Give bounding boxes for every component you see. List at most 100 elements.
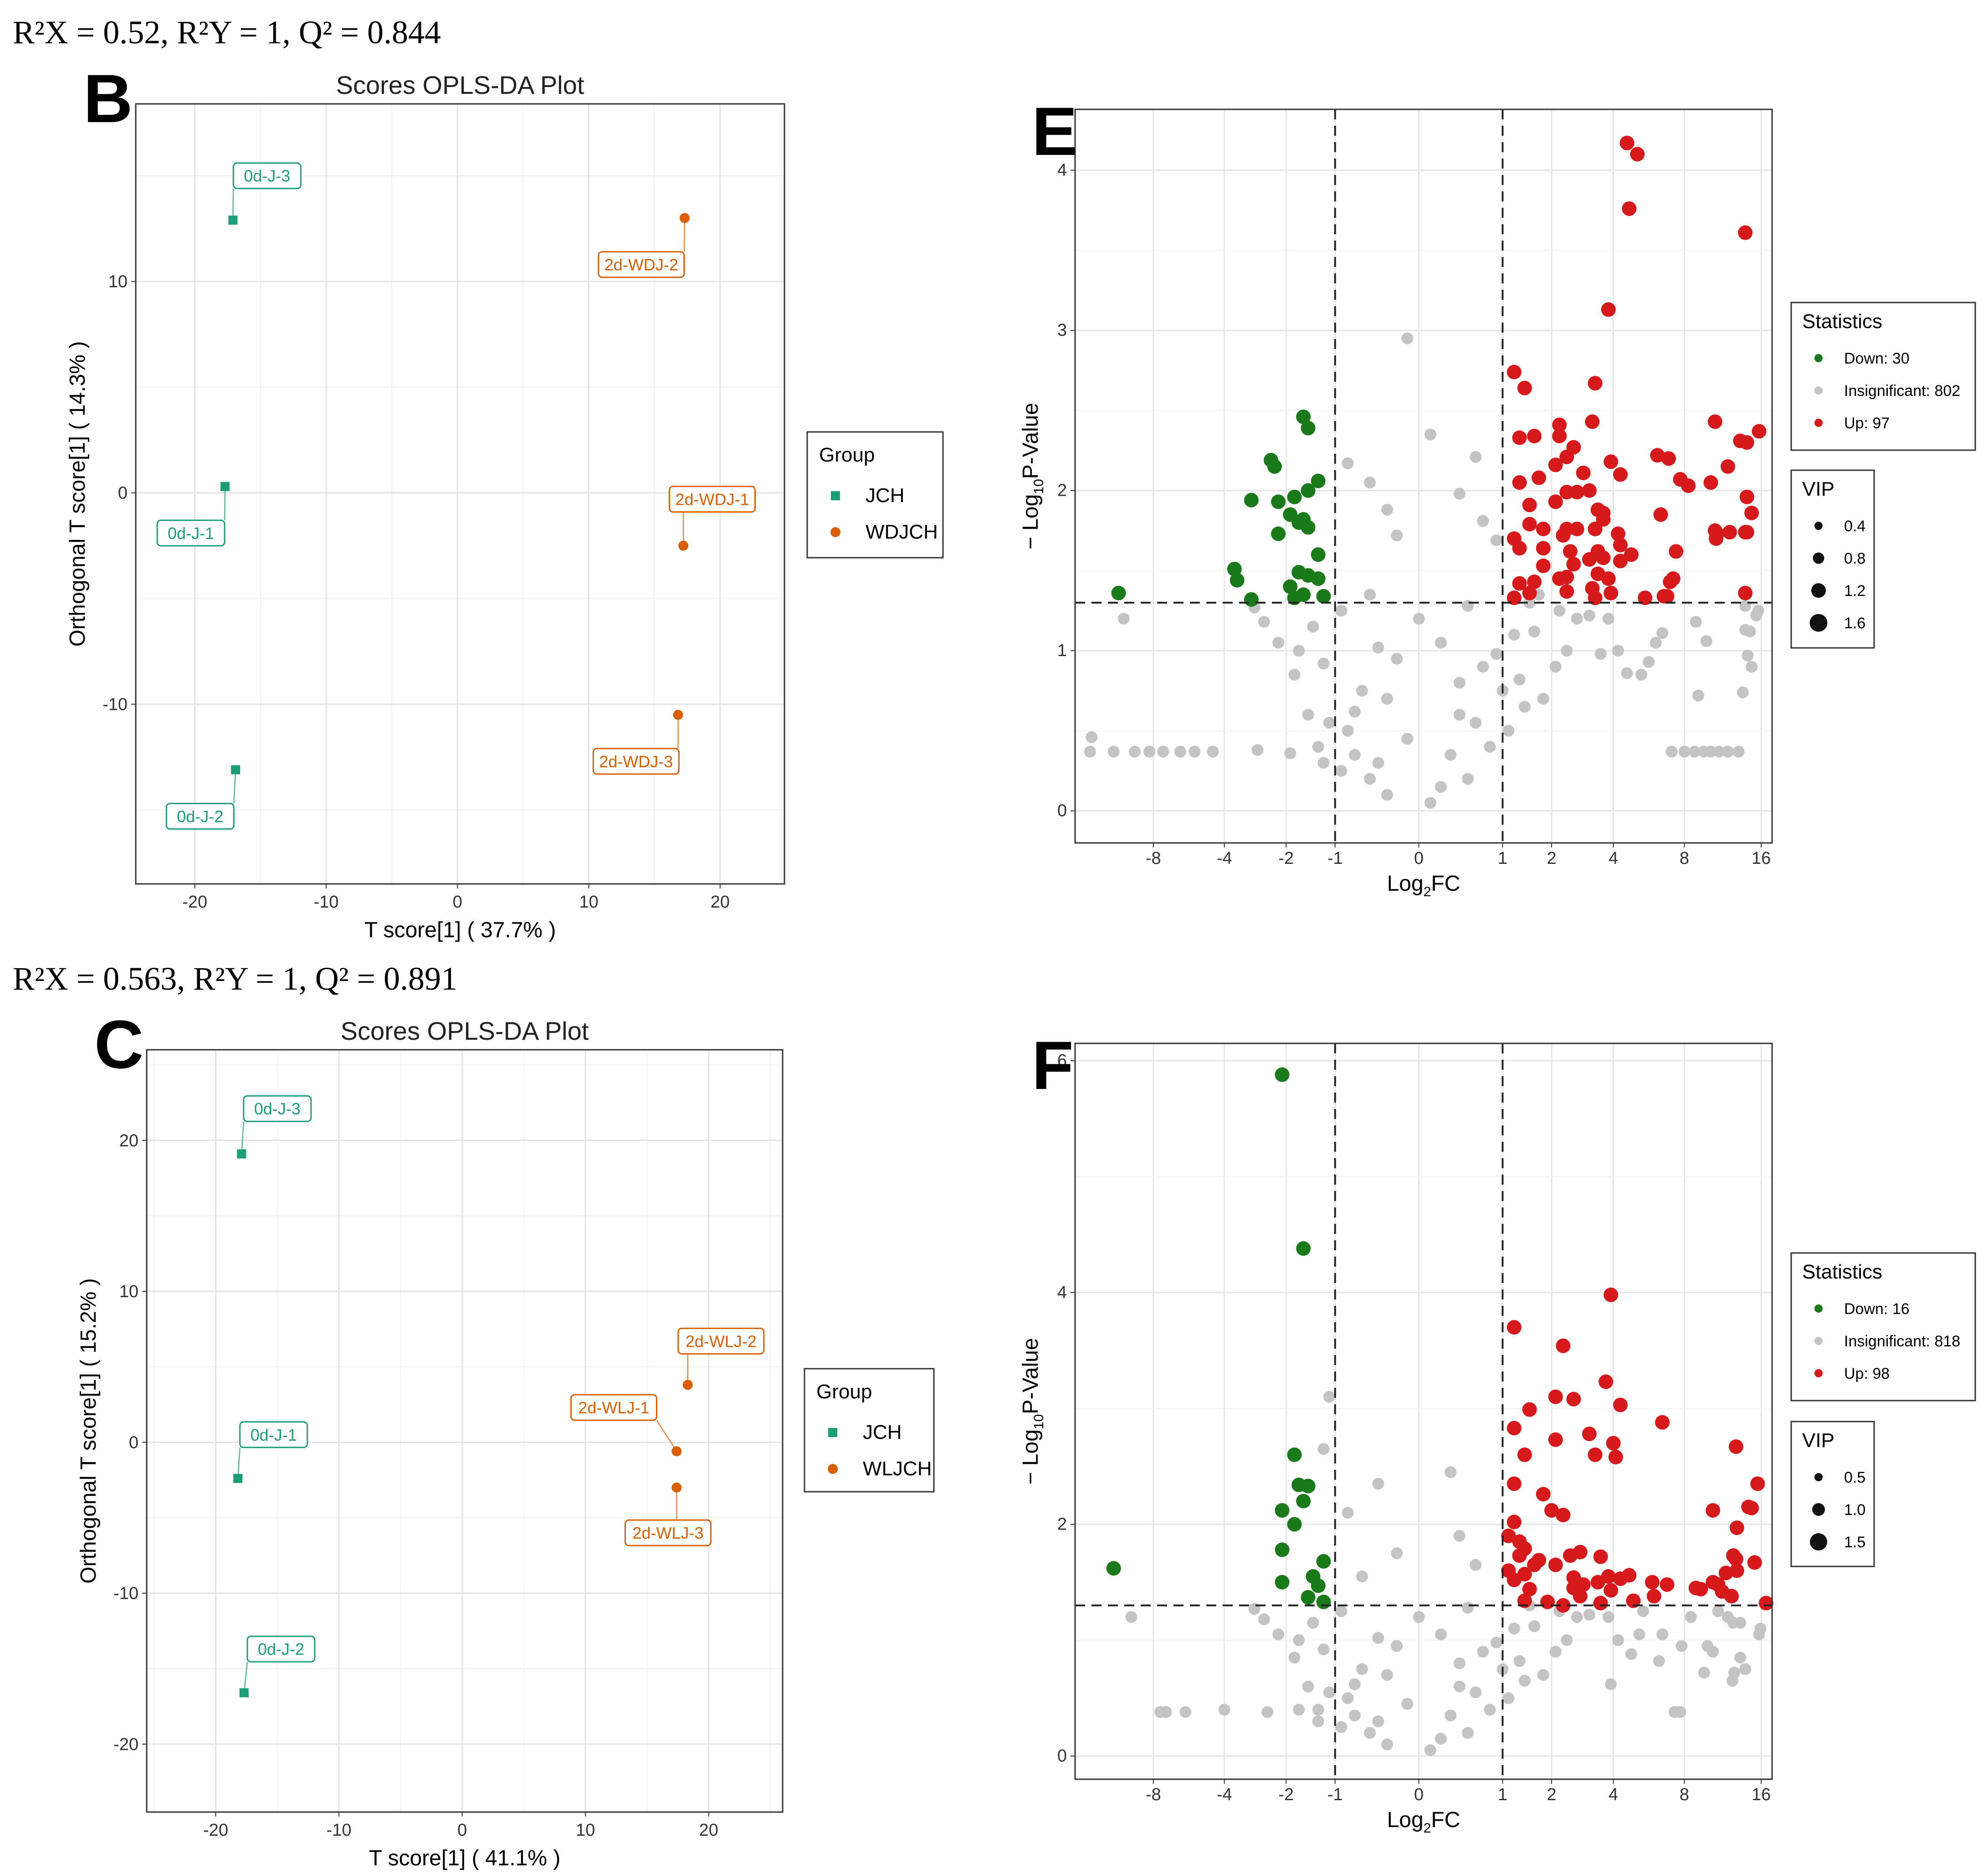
insignificant-point [1342, 457, 1354, 469]
insignificant-point [1470, 1559, 1482, 1571]
insignificant-point [1317, 657, 1330, 670]
legend-vip-key [1811, 583, 1826, 598]
up-regulated-point [1536, 522, 1551, 537]
up-regulated-point [1646, 1589, 1661, 1604]
up-regulated-point [1569, 485, 1584, 500]
up-regulated-point [1613, 467, 1628, 482]
legend-label: WDJCH [866, 521, 938, 543]
legend-statistics-box [1790, 1252, 1976, 1402]
insignificant-point [1348, 749, 1361, 761]
panel-label: C [94, 1006, 143, 1083]
up-regulated-point [1645, 1575, 1660, 1590]
x-tick-label: 20 [699, 1821, 718, 1840]
data-point-wdjch [673, 709, 683, 720]
point-label-box [165, 803, 235, 830]
insignificant-point [1739, 600, 1752, 612]
insignificant-point [1490, 648, 1502, 660]
legend-vip-key [1810, 1533, 1827, 1551]
insignificant-point [1189, 745, 1201, 758]
insignificant-point [1323, 1391, 1335, 1403]
point-label: 2d-WLJ-1 [578, 1398, 649, 1417]
insignificant-point [1284, 747, 1296, 760]
insignificant-point [1571, 1611, 1583, 1623]
y-tick-label: 20 [119, 1131, 138, 1150]
label-leader-line [233, 770, 236, 804]
y-axis-label: Orthogonal T score[1] ( 15.2% ) [77, 1278, 101, 1584]
down-regulated-point [1275, 1503, 1290, 1518]
insignificant-point [1207, 745, 1219, 758]
insignificant-point [1157, 745, 1169, 758]
up-regulated-point [1552, 429, 1567, 444]
x-tick-label: 10 [576, 1821, 595, 1840]
down-regulated-point [1316, 1554, 1331, 1569]
y-tick-label: 0 [129, 1433, 138, 1452]
down-regulated-point [1301, 483, 1316, 498]
insignificant-point [1218, 1704, 1230, 1716]
insignificant-point [1381, 1738, 1394, 1751]
insignificant-point [1381, 693, 1394, 705]
insignificant-point [1712, 1605, 1724, 1617]
up-regulated-point [1512, 1548, 1527, 1563]
up-regulated-point [1559, 449, 1574, 464]
legend-statistics-label: Down: 16 [1844, 1300, 1910, 1318]
data-point-wljch [682, 1380, 693, 1390]
up-regulated-point [1709, 531, 1724, 546]
model-stats-top: R²X = 0.52, R²Y = 1, Q² = 0.844 [13, 14, 441, 51]
legend-statistics-key [1814, 354, 1823, 362]
point-label: 2d-WLJ-3 [632, 1524, 703, 1542]
insignificant-point [1732, 745, 1745, 758]
up-regulated-point [1588, 522, 1603, 537]
x-tick-label: 2 [1547, 1785, 1556, 1804]
insignificant-point [1739, 1663, 1752, 1675]
point-label-box [570, 1394, 657, 1421]
up-regulated-point [1548, 1389, 1563, 1404]
legend-vip-label: 1.0 [1844, 1501, 1865, 1519]
data-point-jch [220, 482, 230, 491]
up-regulated-point [1569, 522, 1584, 537]
up-regulated-point [1613, 538, 1628, 553]
legend-label: JCH [866, 484, 905, 507]
insignificant-point [1302, 1680, 1314, 1693]
up-regulated-point [1582, 1427, 1597, 1442]
legend-statistics-key [1814, 1369, 1823, 1377]
insignificant-point [1490, 1636, 1502, 1648]
insignificant-point [1107, 745, 1120, 758]
insignificant-point [1508, 1622, 1520, 1635]
insignificant-point [1372, 1478, 1384, 1490]
legend-vip-box [1790, 469, 1875, 649]
down-regulated-point [1296, 1241, 1311, 1256]
insignificant-point [1502, 1692, 1515, 1704]
insignificant-point [1117, 612, 1130, 625]
up-regulated-point [1660, 589, 1675, 604]
insignificant-point [1445, 1710, 1457, 1722]
x-tick-label: 20 [711, 893, 730, 912]
x-axis-label: Log2FC [1387, 1808, 1460, 1836]
up-regulated-point [1512, 475, 1527, 490]
y-axis-label: Orthogonal T score[1] ( 14.3% ) [66, 341, 90, 647]
legend-key-jch [831, 491, 840, 500]
opls-da-plot-b: -20 -10 0 10 20 -10 0 10 Scores OPLS-DA Plot B T s… [66, 60, 944, 942]
insignificant-point [1705, 745, 1717, 758]
legend-statistics-key [1814, 419, 1823, 427]
up-regulated-point [1706, 1503, 1721, 1518]
up-regulated-point [1752, 424, 1767, 439]
up-regulated-point [1707, 414, 1722, 429]
x-tick-label: 16 [1752, 1785, 1771, 1804]
insignificant-point [1594, 648, 1607, 660]
point-label: 2d-WDJ-1 [675, 490, 749, 509]
legend-title: Group [816, 1381, 872, 1403]
point-label: 0d-J-3 [254, 1099, 301, 1118]
y-axis-label: − Log10P-Value [1019, 403, 1046, 549]
insignificant-point [1424, 428, 1436, 441]
up-regulated-point [1606, 1436, 1621, 1451]
insignificant-point [1364, 477, 1376, 489]
insignificant-point [1364, 1727, 1376, 1739]
up-regulated-point [1527, 1557, 1542, 1572]
x-tick-label: 16 [1752, 849, 1771, 868]
insignificant-point [1160, 1706, 1172, 1718]
insignificant-point [1561, 1634, 1573, 1646]
plot-background [1075, 109, 1772, 843]
legend-statistics-title: Statistics [1802, 1261, 1882, 1283]
up-regulated-point [1556, 1598, 1571, 1613]
up-regulated-point [1626, 1593, 1641, 1608]
